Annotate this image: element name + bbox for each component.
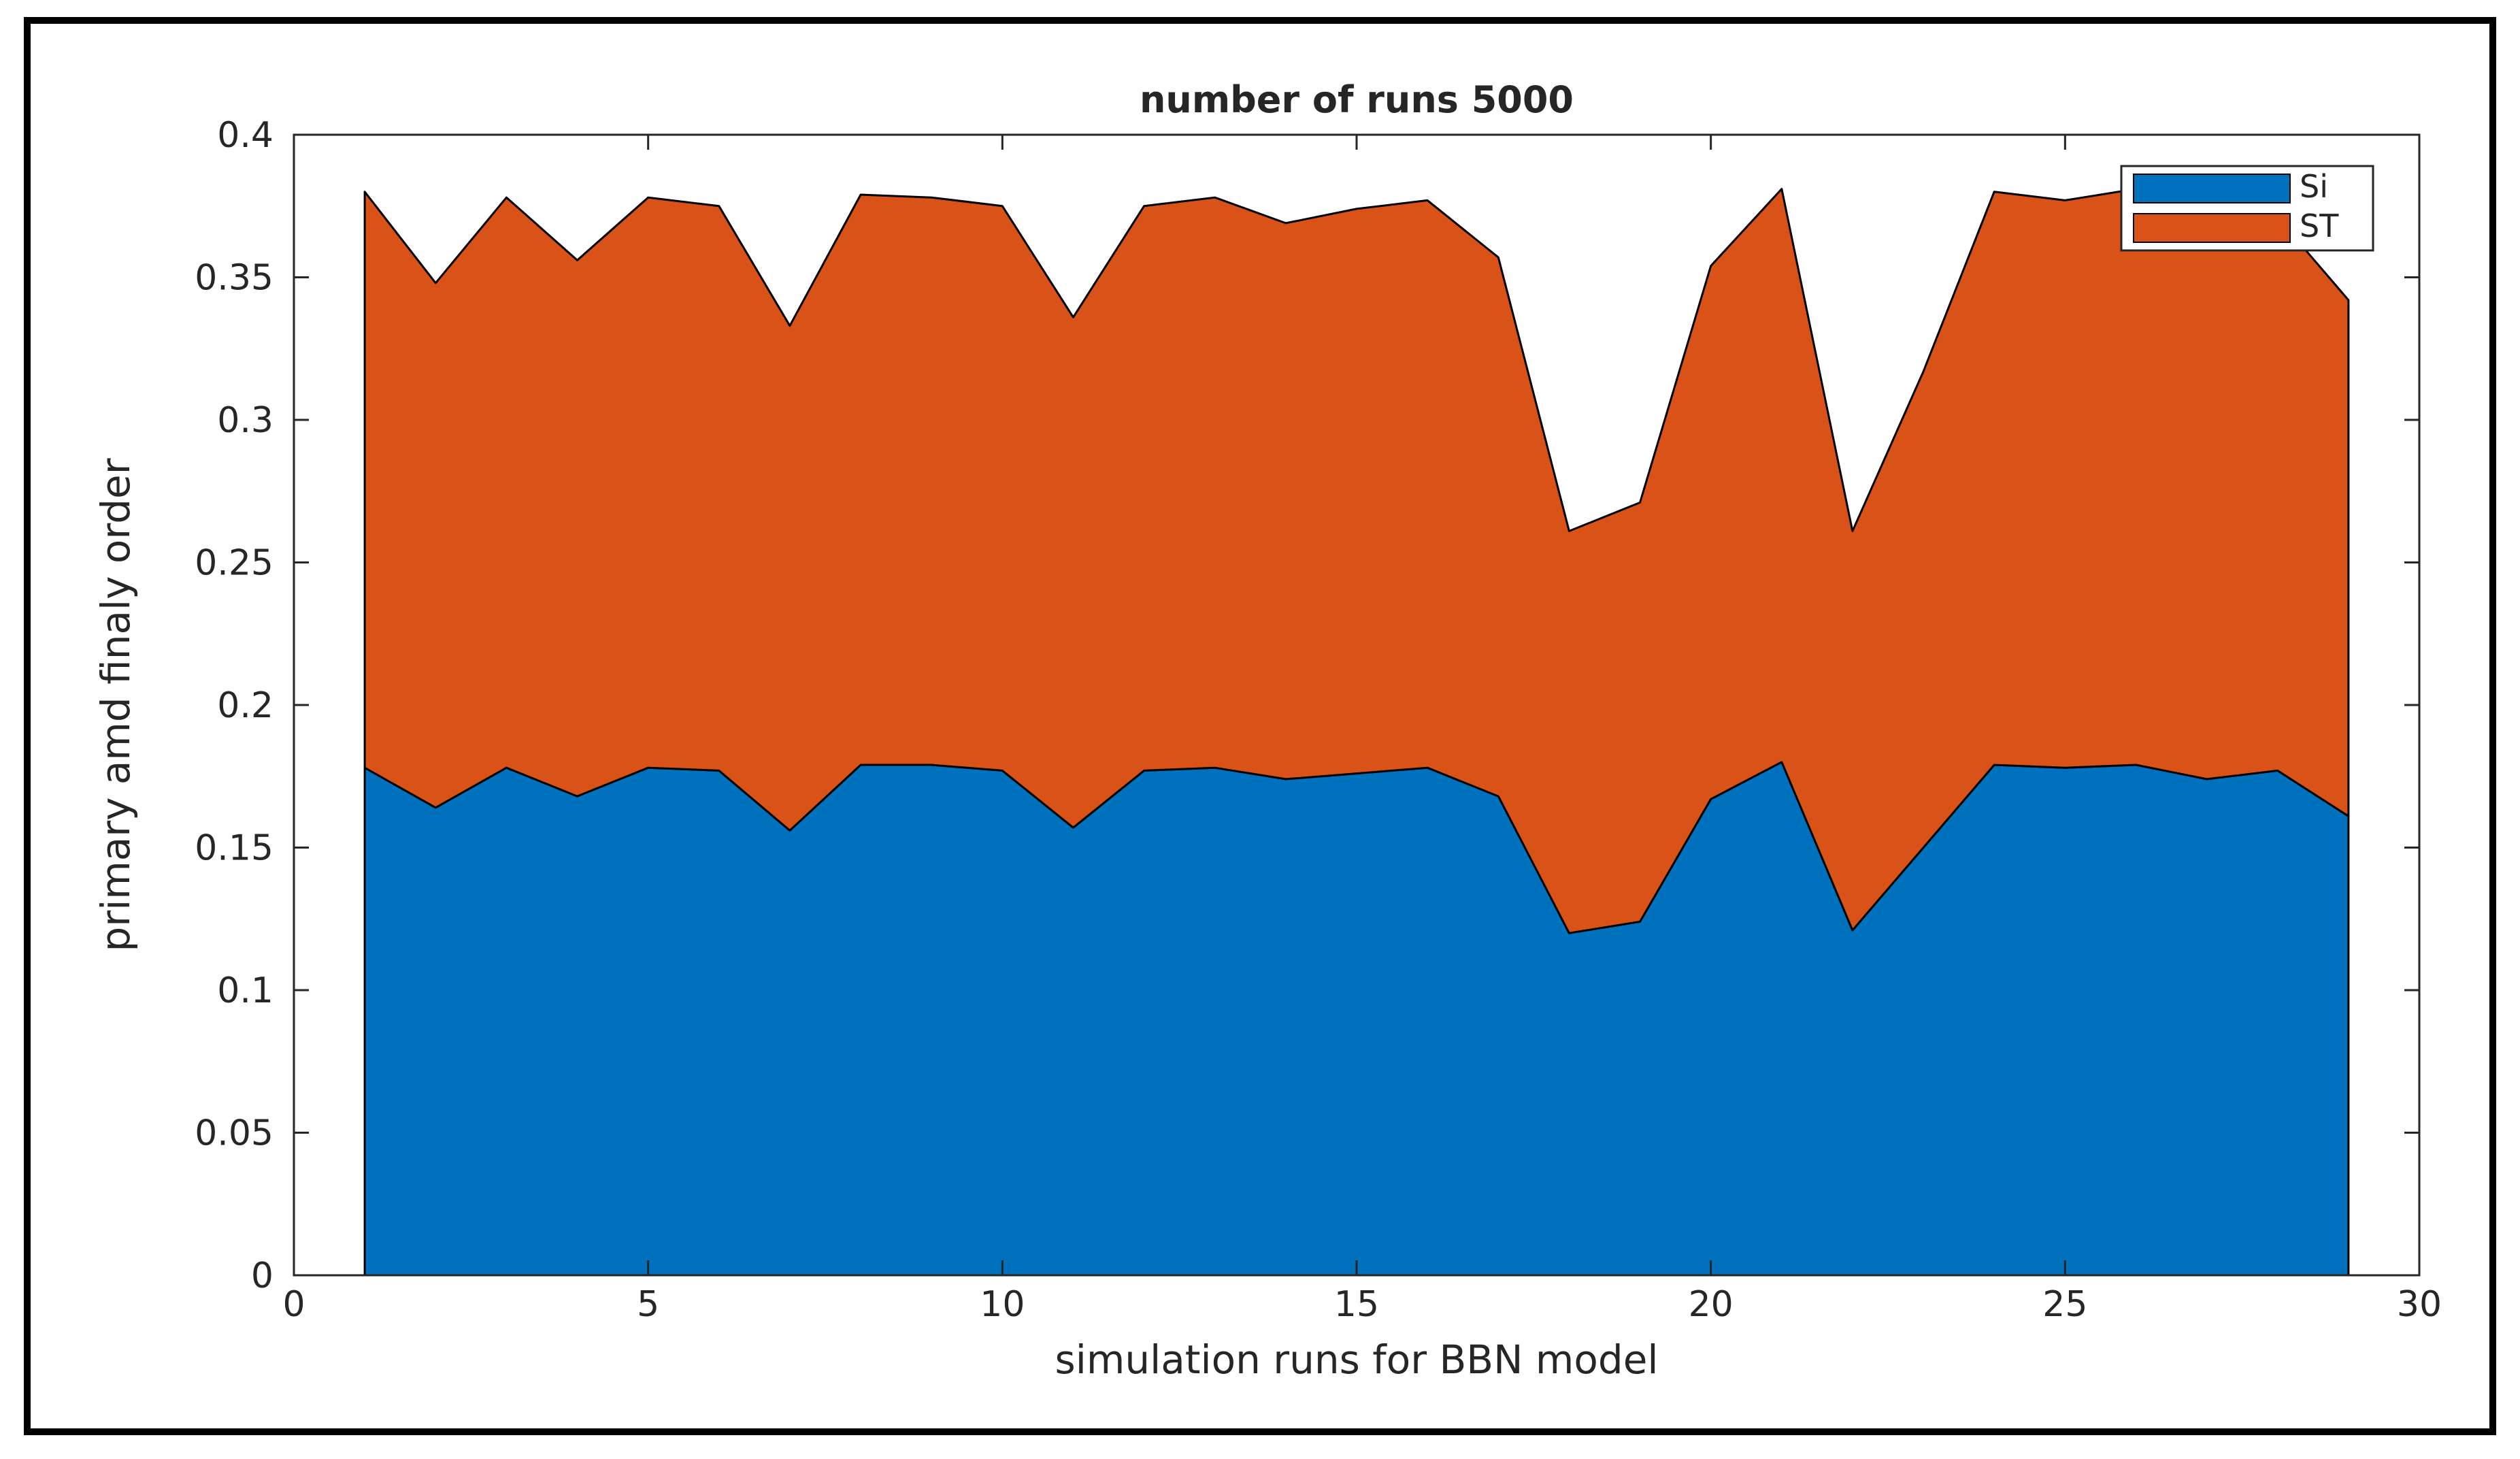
- legend-swatch-st: [2133, 213, 2291, 243]
- legend-label-si: Si: [2300, 168, 2328, 205]
- x-tick-label: 15: [1334, 1284, 1379, 1325]
- y-tick-label: 0.25: [195, 543, 273, 584]
- y-tick-label: 0.15: [195, 828, 273, 869]
- y-tick-label: 0.1: [217, 970, 273, 1011]
- y-tick-label: 0: [251, 1256, 273, 1296]
- area-series-st: [363, 188, 2350, 934]
- x-axis-label: simulation runs for BBN model: [1055, 1337, 1659, 1383]
- y-axis-label: primary amd finaly order: [93, 458, 139, 951]
- y-tick-label: 0.35: [195, 258, 273, 299]
- y-tick-label: 0.05: [195, 1113, 273, 1154]
- x-tick-label: 30: [2397, 1284, 2442, 1325]
- y-tick-label: 0.2: [217, 685, 273, 726]
- y-axis: 0 0.05 0.1 0.15 0.2 0.25 0.3 0.35 0.4: [195, 115, 2419, 1296]
- series-layer: [363, 188, 2350, 1277]
- y-tick-label: 0.4: [217, 115, 273, 156]
- y-tick-label: 0.3: [217, 400, 273, 441]
- x-axis: 0 5 10 15 20 25 30: [282, 135, 2442, 1325]
- legend-swatch-si: [2133, 174, 2291, 203]
- legend: Si ST: [2120, 165, 2374, 252]
- area-series-si: [363, 761, 2350, 1277]
- x-tick-label: 10: [980, 1284, 1025, 1325]
- chart-title: number of runs 5000: [1140, 78, 1574, 121]
- x-tick-label: 25: [2042, 1284, 2087, 1325]
- x-tick-label: 5: [637, 1284, 659, 1325]
- x-tick-label: 0: [282, 1284, 305, 1325]
- x-tick-label: 20: [1689, 1284, 1734, 1325]
- legend-label-st: ST: [2300, 208, 2339, 244]
